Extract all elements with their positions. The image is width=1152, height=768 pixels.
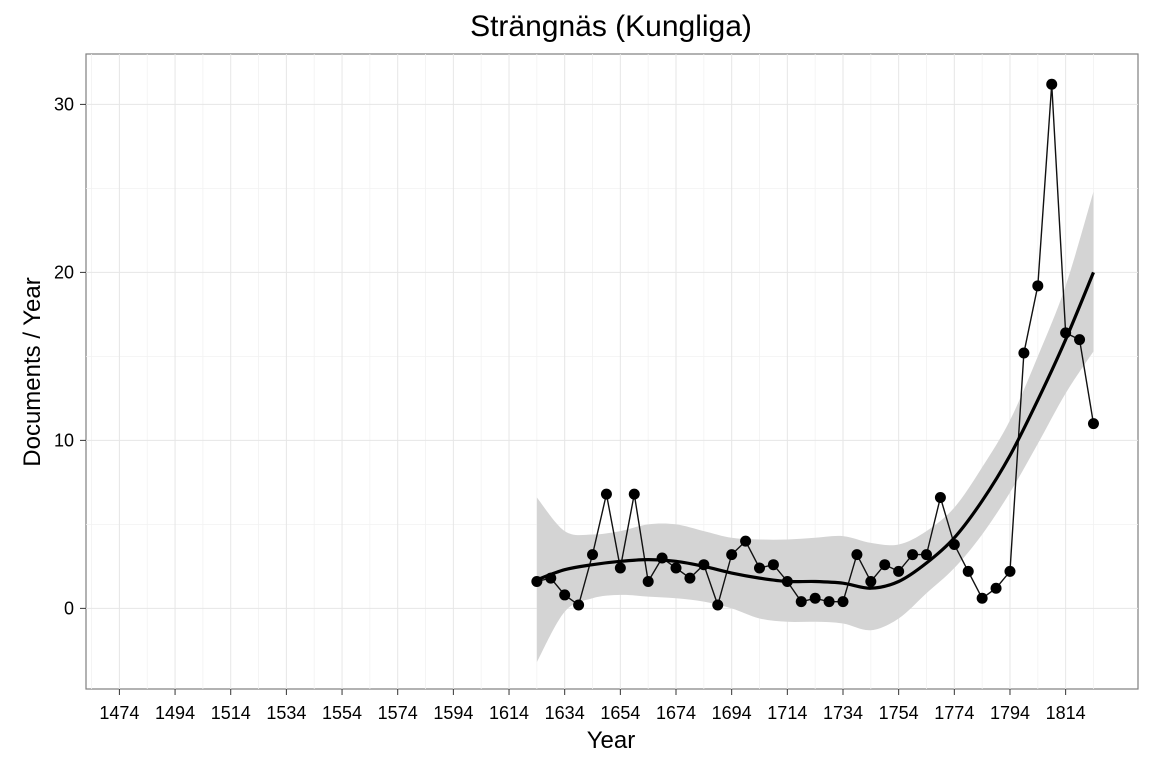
data-point	[893, 565, 905, 577]
grid	[86, 54, 1138, 689]
data-point	[920, 549, 932, 561]
x-tick-label: 1474	[99, 703, 139, 723]
x-tick-label: 1594	[433, 703, 473, 723]
x-tick-label: 1494	[155, 703, 195, 723]
x-tick-label: 1674	[656, 703, 696, 723]
y-tick-label: 30	[54, 94, 74, 114]
x-tick-label: 1814	[1046, 703, 1086, 723]
data-point	[545, 572, 557, 584]
data-point	[587, 549, 599, 561]
y-axis: 0 10 20 30	[54, 94, 86, 618]
x-tick-label: 1574	[378, 703, 418, 723]
x-tick-label: 1634	[545, 703, 585, 723]
data-point	[656, 552, 668, 564]
x-tick-label: 1774	[934, 703, 974, 723]
data-point	[948, 539, 960, 551]
chart-title: Strängnäs (Kungliga)	[470, 10, 752, 43]
x-tick-label: 1794	[990, 703, 1030, 723]
data-point	[934, 491, 946, 503]
x-tick-label: 1534	[266, 703, 306, 723]
data-point	[851, 549, 863, 561]
x-tick-label: 1734	[823, 703, 863, 723]
data-point	[670, 562, 682, 574]
smooth-line	[536, 271, 1095, 590]
data-point	[823, 596, 835, 608]
data-point	[1018, 347, 1030, 359]
data-point	[600, 488, 612, 500]
data-point	[907, 549, 919, 561]
y-tick-label: 0	[64, 598, 74, 618]
data-point	[962, 565, 974, 577]
data-point	[642, 575, 654, 587]
data-point	[573, 599, 585, 611]
data-point	[712, 599, 724, 611]
data-point	[1032, 280, 1044, 292]
x-tick-label: 1554	[322, 703, 362, 723]
data-point	[614, 562, 626, 574]
x-tick-label: 1754	[879, 703, 919, 723]
data-point	[1046, 78, 1058, 90]
data-point	[754, 562, 766, 574]
y-axis-title: Documents / Year	[19, 277, 46, 466]
data-point	[726, 549, 738, 561]
x-axis-title: Year	[587, 727, 636, 754]
data-point	[837, 596, 849, 608]
data-point	[740, 535, 752, 547]
data-points	[531, 78, 1099, 611]
data-point	[865, 575, 877, 587]
x-axis: 1474 1494 1514 1534 1554 1574 1594 1614 1634 1654…	[99, 689, 1086, 723]
data-point	[698, 559, 710, 571]
data-point	[767, 559, 779, 571]
y-tick-label: 20	[54, 262, 74, 282]
data-point	[976, 592, 988, 604]
data-point	[684, 572, 696, 584]
x-tick-label: 1514	[211, 703, 251, 723]
x-tick-label: 1694	[712, 703, 752, 723]
data-point	[879, 559, 891, 571]
data-point	[990, 582, 1002, 594]
data-point	[781, 575, 793, 587]
y-tick-label: 10	[54, 430, 74, 450]
x-tick-label: 1714	[767, 703, 807, 723]
data-point	[795, 596, 807, 608]
data-point	[1087, 418, 1099, 430]
data-point	[1004, 565, 1016, 577]
data-point	[809, 592, 821, 604]
x-tick-label: 1614	[489, 703, 529, 723]
data-point	[1060, 327, 1072, 339]
data-point	[1074, 334, 1086, 346]
data-point	[559, 589, 571, 601]
data-point	[628, 488, 640, 500]
data-point	[531, 575, 543, 587]
x-tick-label: 1654	[600, 703, 640, 723]
